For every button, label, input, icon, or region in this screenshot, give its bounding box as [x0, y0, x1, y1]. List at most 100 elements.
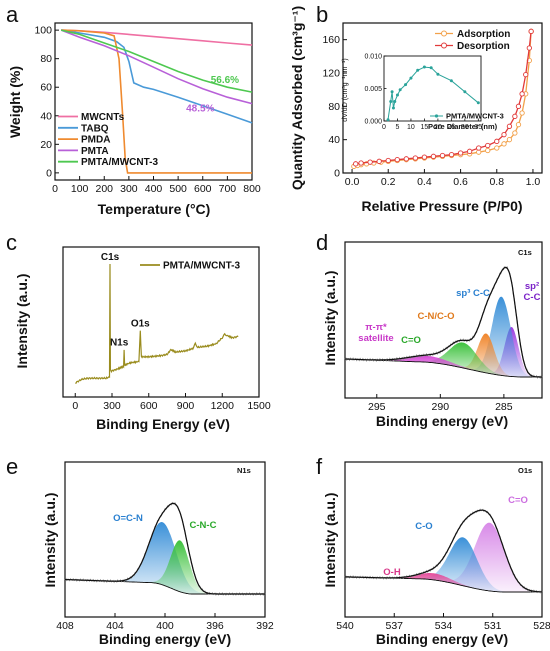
inset-data-point: [436, 72, 440, 76]
panel-d-xtick-label: 285: [495, 401, 513, 413]
panel-f-xtick-label: 537: [385, 620, 403, 632]
inset-xtick-label: 5: [396, 124, 400, 131]
panel-d-xtick-label: 295: [368, 401, 386, 413]
data-point-desorption: [439, 152, 446, 159]
panel-e-xtick-label: 408: [56, 620, 74, 632]
panel-c-frame: [62, 246, 260, 398]
data-point-desorption: [512, 113, 518, 119]
panel-d-frame: [344, 241, 543, 399]
panel-f-xtick-label: 534: [435, 620, 453, 632]
inset-ytick-label: 0.005: [364, 86, 382, 93]
inset-data-point: [395, 93, 399, 97]
inset-data-point: [389, 100, 393, 103]
annotation-56-6: 56.6%: [211, 75, 239, 86]
panel-c-xtick-label: 1500: [247, 400, 271, 412]
data-point-desorption: [494, 138, 500, 144]
panel-c-legend: PMTA/MWCNT-3: [140, 261, 240, 272]
panel-e-xtick-label: 400: [156, 620, 174, 632]
inset-legend-label: PMTA/MWCNT-3: [446, 112, 504, 121]
panel-f-title: O1s: [518, 466, 532, 475]
panel-b-frame: [342, 22, 543, 174]
data-point-desorption: [515, 103, 522, 109]
panel-a-xtick-label: 300: [120, 183, 138, 195]
panel-b-ylabel: Quantity Adsorbed (cm³g⁻¹): [289, 6, 305, 190]
panel-a-ytick-label: 40: [40, 110, 52, 122]
peak-label-c-n-c: C-N-C: [190, 520, 217, 531]
inset-data-point: [404, 83, 408, 87]
panel-e-xtick-label: 392: [256, 620, 274, 632]
panel-d-xtick-label: 290: [432, 401, 450, 413]
legend-marker: [441, 42, 447, 49]
panel-a: a 0 100 200 300 400 500 600 700 800020406080100 …: [6, 2, 261, 217]
inset-xlabel: Pore Diameter (nm): [428, 122, 498, 131]
inset-data-point: [398, 88, 402, 92]
panel-d-xlabel: Binding energy (eV): [376, 413, 508, 429]
data-point-desorption: [476, 145, 482, 151]
inset-ytick-label: 0.010: [364, 54, 382, 61]
series-line-tabq: [61, 29, 253, 124]
peak-label-sp-c-c: sp²: [525, 281, 539, 292]
inset-xtick-label: 15: [421, 124, 429, 131]
peak-label-sp-c-c: sp³ C-C: [456, 288, 490, 299]
panel-b-xtick-label: 0.4: [417, 176, 432, 188]
panel-a-xtick-label: 700: [219, 183, 237, 195]
data-point-desorption: [501, 132, 507, 138]
panel-b: b 0.0 0.2 0.4 0.6 0.8 1.0 0 40 80 120 160 Adsorpti…: [289, 2, 543, 214]
peak-label-o-h: O-H: [383, 567, 401, 578]
legend-label: Adsorption: [457, 29, 510, 40]
panel-a-xtick-label: 200: [95, 183, 113, 195]
data-point-desorption: [385, 157, 391, 164]
inset-legend-marker: [434, 114, 439, 118]
panel-c-xtick-label: 300: [103, 400, 121, 412]
panel-f-xtick-label: 531: [484, 620, 502, 632]
peak-label-sp-c-c: C-C: [524, 292, 541, 303]
panel-d-title: C1s: [518, 248, 532, 257]
inset-xtick-label: 0: [382, 124, 386, 131]
panel-a-ytick-label: 0: [46, 167, 52, 179]
peak-label-c-o: C=O: [508, 495, 528, 506]
panel-e-xlabel: Binding energy (eV): [99, 631, 231, 647]
data-point-adsorption: [512, 130, 518, 136]
legend-label: TABQ: [81, 123, 109, 134]
peak-label-c-o: C-O: [415, 521, 432, 532]
peak-label--satellite: satellite: [358, 333, 393, 344]
peak-label-c-o: C=O: [401, 335, 421, 346]
panel-f-frame: [344, 461, 543, 618]
data-point-desorption: [367, 159, 373, 165]
annotation-48-5: 48.5%: [186, 103, 214, 114]
inset-data-point: [391, 106, 395, 110]
panel-d-label: d: [316, 230, 328, 255]
legend-label: MWCNTs: [81, 112, 125, 123]
data-point-desorption: [485, 142, 491, 149]
panel-a-label: a: [6, 2, 19, 27]
panel-f-ylabel: Intensity (a.u.): [322, 493, 338, 588]
fit-peak-c-n-c: [65, 540, 265, 594]
inset-xtick-label: 30: [461, 124, 469, 131]
inset-data-point: [416, 68, 420, 72]
series-line-pmta-mwcnt-3: [61, 29, 253, 93]
panel-b-xtick-label: 0.0: [345, 176, 360, 188]
data-point-desorption: [358, 160, 364, 166]
panel-c-xlabel: Binding Energy (eV): [96, 416, 230, 432]
panel-e-title: N1s: [237, 466, 251, 475]
data-point-adsorption: [515, 122, 522, 128]
data-point-desorption: [430, 153, 437, 159]
legend-label: PMTA: [81, 146, 109, 157]
data-point-desorption: [528, 28, 534, 34]
data-point-desorption: [523, 72, 529, 78]
inset-data-point: [393, 100, 397, 103]
peak-label-c-n-c-o: C-N/C-O: [418, 311, 455, 322]
peak-label-o-c-n: O=C-N: [113, 513, 143, 524]
legend-label: PMTA/MWCNT-3: [81, 157, 158, 168]
data-point-adsorption: [519, 110, 525, 116]
data-point-desorption: [376, 158, 382, 164]
inset-xtick-label: 20: [434, 124, 442, 131]
panel-a-xtick-label: 800: [243, 183, 261, 195]
data-point-desorption: [466, 148, 473, 154]
panel-a-xtick-label: 500: [169, 183, 187, 195]
panel-b-xtick-label: 0.2: [381, 176, 396, 188]
data-point-desorption: [412, 155, 419, 161]
inset-data-point: [386, 118, 390, 122]
